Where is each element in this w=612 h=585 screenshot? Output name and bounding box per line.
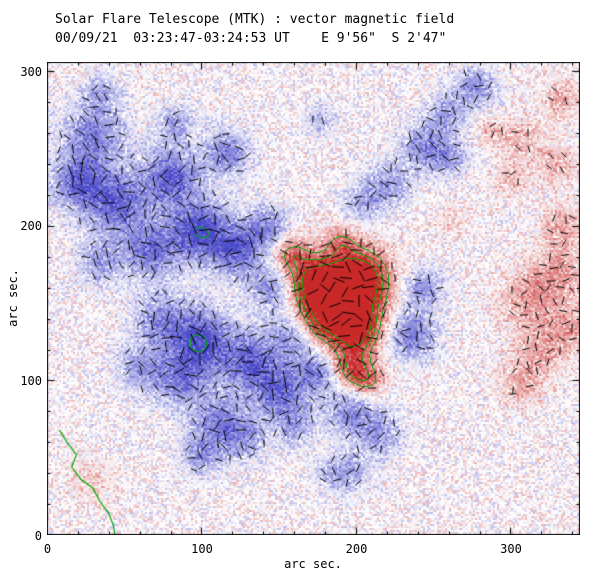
y-tick-label: 0 xyxy=(34,528,42,543)
x-axis-label: arc sec. xyxy=(284,557,342,571)
magnetogram-canvas xyxy=(47,62,580,535)
x-tick-label: 200 xyxy=(345,542,368,556)
y-tick-label: 300 xyxy=(20,64,42,79)
plot-area xyxy=(47,62,580,535)
y-axis-label: arc sec. xyxy=(6,269,20,327)
y-tick-label: 200 xyxy=(20,219,42,234)
x-tick-label: 300 xyxy=(500,542,522,556)
x-tick-label: 0 xyxy=(43,542,52,556)
figure-title: Solar Flare Telescope (MTK) : vector mag… xyxy=(55,12,455,27)
y-tick-label: 100 xyxy=(20,373,42,388)
figure-subtitle: 00/09/21 03:23:47-03:24:53 UT E 9'56" S … xyxy=(55,31,447,46)
x-tick-label: 100 xyxy=(191,542,213,556)
